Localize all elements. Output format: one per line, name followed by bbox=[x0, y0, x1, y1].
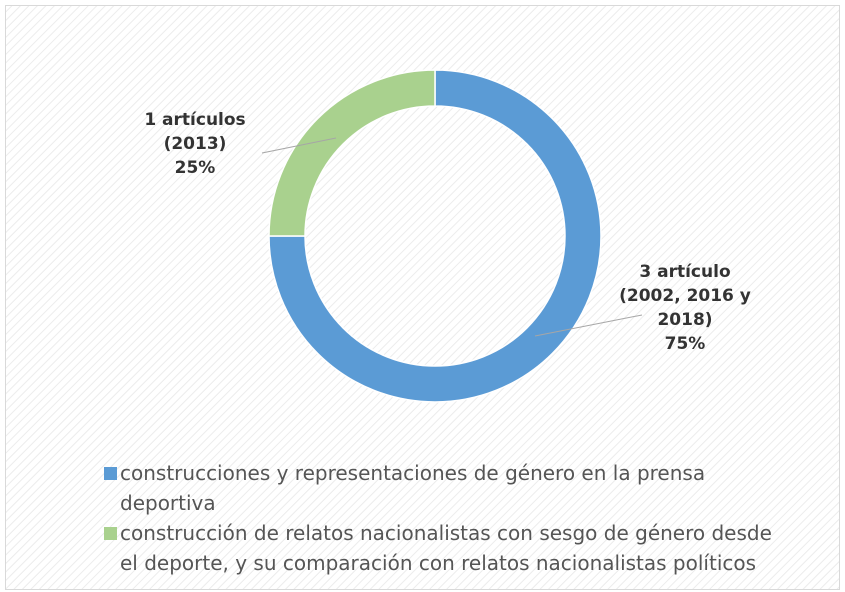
data-label: 1 artículos bbox=[144, 110, 245, 130]
leader-line bbox=[534, 314, 643, 337]
donut-segment bbox=[268, 69, 602, 403]
donut-segment bbox=[268, 69, 436, 237]
leader-line bbox=[261, 137, 337, 154]
legend-swatch bbox=[104, 527, 117, 540]
data-label: (2013) bbox=[164, 134, 227, 154]
legend-item: construcciones y representaciones de gén… bbox=[104, 458, 784, 518]
legend: construcciones y representaciones de gén… bbox=[104, 458, 784, 578]
data-label: (2002, 2016 y bbox=[619, 286, 751, 306]
legend-label: construcción de relatos nacionalistas co… bbox=[120, 521, 772, 575]
data-label: 2018) bbox=[657, 310, 712, 330]
data-label: 75% bbox=[665, 334, 706, 354]
data-label: 3 artículo bbox=[639, 262, 730, 282]
data-label: 25% bbox=[175, 158, 216, 178]
legend-label: construcciones y representaciones de gén… bbox=[120, 461, 706, 515]
legend-swatch bbox=[104, 467, 117, 480]
legend-item: construcción de relatos nacionalistas co… bbox=[104, 518, 784, 578]
